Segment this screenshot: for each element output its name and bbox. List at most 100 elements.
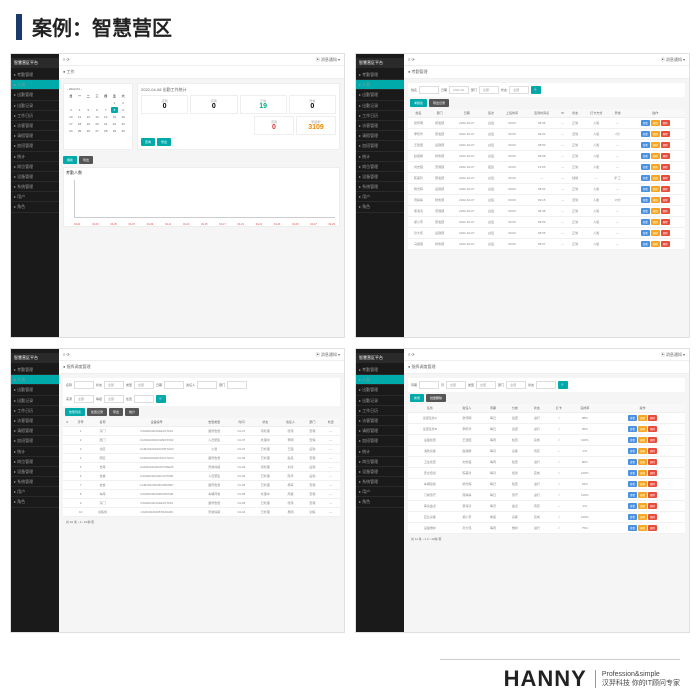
row-action[interactable]: 删除: [661, 197, 670, 203]
sidebar-item[interactable]: ▸ 访客管理: [11, 121, 59, 131]
calendar-nav[interactable]: ‹ 2022-04 ›: [67, 87, 129, 91]
row-action[interactable]: 删除: [648, 470, 657, 476]
table-row[interactable]: 郑小芳研发部2022-04-07白班09:0008:59—正常人脸—查看编辑删除: [408, 217, 685, 228]
row-action[interactable]: 编辑: [638, 481, 647, 487]
row-action[interactable]: 编辑: [638, 426, 647, 432]
sidebar-item[interactable]: ▸ 系统管理: [356, 477, 404, 487]
tab-button[interactable]: 批量删除: [426, 394, 446, 402]
table-row[interactable]: 1东门CAM20220401EAST001越界告警04-07待处理张伟安保—: [63, 427, 340, 436]
row-action[interactable]: 查看: [641, 142, 650, 148]
table-row[interactable]: 刘志强安保部2022-04-07夜班20:0019:55—正常人脸—查看编辑删除: [408, 162, 685, 173]
sidebar-item[interactable]: ▸ 请假管理: [11, 131, 59, 141]
tab-button[interactable]: 考勤表: [410, 99, 427, 107]
row-action[interactable]: 编辑: [638, 525, 647, 531]
filter-input[interactable]: 全部: [479, 86, 499, 94]
tab-button[interactable]: 新增: [410, 394, 424, 402]
table-row[interactable]: 库房盘点吴海涛每月盘点待定—0%查看编辑删除: [408, 501, 685, 512]
sidebar-item[interactable]: ▸ 访客管理: [356, 416, 404, 426]
topbar-right[interactable]: ▣ 消息通知 ▾: [316, 57, 340, 63]
table-row[interactable]: 张伟明研发部2022-04-07白班09:0008:55—正常人脸—查看编辑删除: [408, 118, 685, 129]
row-action[interactable]: 删除: [661, 186, 670, 192]
sidebar-item[interactable]: ▸ 考勤管理: [356, 365, 404, 375]
row-action[interactable]: 查看: [628, 514, 637, 520]
table-row[interactable]: 2西门CAM20220401WEST002人员聚集04-07处理中李明安保—: [63, 436, 340, 445]
sidebar-item[interactable]: ▸ 出勤记录: [11, 101, 59, 111]
table-row[interactable]: 赵丽娟财务部2022-04-07白班09:0008:58—正常人脸—查看编辑删除: [408, 151, 685, 162]
row-action[interactable]: 编辑: [651, 208, 660, 214]
row-action[interactable]: 编辑: [651, 175, 660, 181]
sidebar-item[interactable]: ▸ 用户: [356, 487, 404, 497]
row-action[interactable]: 删除: [661, 131, 670, 137]
row-action[interactable]: 查看: [628, 492, 637, 498]
sidebar-item[interactable]: ▸ 访客管理: [11, 416, 59, 426]
row-action[interactable]: 删除: [648, 448, 657, 454]
tab-button[interactable]: 统计: [125, 408, 139, 416]
row-action[interactable]: 编辑: [651, 164, 660, 170]
row-action[interactable]: 编辑: [651, 131, 660, 137]
tab-button[interactable]: 导出: [109, 408, 123, 416]
sidebar-item[interactable]: ▸ 出勤记录: [11, 396, 59, 406]
table-row[interactable]: 车辆巡检杨光辉每日检查进行√92%查看编辑删除: [408, 479, 685, 490]
row-action[interactable]: 删除: [661, 208, 670, 214]
table-row[interactable]: 应急演练郑小芳季度演练完成√100%查看编辑删除: [408, 512, 685, 523]
sidebar-item[interactable]: ▸ 考勤管理: [11, 365, 59, 375]
search-button[interactable]: 🔍: [558, 381, 568, 389]
table-row[interactable]: 周婷婷财务部2022-04-07白班09:0009:15—迟到人脸15分查看编辑…: [408, 195, 685, 206]
action-button[interactable]: 查询: [141, 138, 155, 146]
sidebar-item[interactable]: ▸ 统计: [11, 447, 59, 457]
sidebar-item[interactable]: ▸ 考勤管理: [11, 70, 59, 80]
sidebar-item[interactable]: ▸ 设备管理: [11, 467, 59, 477]
table-row[interactable]: 7宿舍CAM20220404DORM007越界告警04-05已处理杨军安保—: [63, 481, 340, 490]
topbar-left[interactable]: ≡ ⟳: [63, 57, 70, 62]
tab-button[interactable]: 处置记录: [87, 408, 107, 416]
sidebar-item[interactable]: ▸ 岗位管理: [11, 162, 59, 172]
row-action[interactable]: 查看: [628, 470, 637, 476]
filter-input[interactable]: 全部: [134, 381, 154, 389]
row-action[interactable]: 查看: [641, 175, 650, 181]
table-row[interactable]: 消防演练赵丽娟每月演练待定—0%查看编辑删除: [408, 446, 685, 457]
sidebar-item[interactable]: ▸ 加班管理: [11, 141, 59, 151]
row-action[interactable]: 编辑: [638, 503, 647, 509]
row-action[interactable]: 编辑: [638, 459, 647, 465]
row-action[interactable]: 查看: [628, 426, 637, 432]
row-action[interactable]: 删除: [648, 459, 657, 465]
sidebar-item[interactable]: ▸ 角色: [356, 497, 404, 507]
sidebar-item[interactable]: ▸ 设备管理: [11, 172, 59, 182]
sidebar-item[interactable]: ▸ 加班管理: [11, 436, 59, 446]
sidebar-item[interactable]: ▸ 岗位管理: [356, 162, 404, 172]
sidebar-item[interactable]: ▸ 统计: [11, 152, 59, 162]
sidebar-item[interactable]: ▸ 人员: [356, 375, 404, 385]
table-row[interactable]: 马丽丽财务部2022-04-07白班09:0008:57—正常人脸—查看编辑删除: [408, 239, 685, 250]
row-action[interactable]: 查看: [641, 120, 650, 126]
row-action[interactable]: 查看: [628, 437, 637, 443]
row-action[interactable]: 编辑: [638, 492, 647, 498]
table-row[interactable]: 陈美玲研发部2022-04-07白班09:00——缺勤—旷工查看编辑删除: [408, 173, 685, 184]
search-button[interactable]: 🔍: [156, 395, 166, 403]
sidebar-item[interactable]: ▸ 系统管理: [356, 182, 404, 192]
filter-input[interactable]: [227, 381, 247, 389]
sidebar-item[interactable]: ▸ 人员: [356, 80, 404, 90]
filter-input[interactable]: 全部: [74, 395, 94, 403]
row-action[interactable]: 删除: [661, 175, 670, 181]
row-action[interactable]: 删除: [648, 514, 657, 520]
sidebar-item[interactable]: ▸ 设备管理: [356, 172, 404, 182]
table-row[interactable]: 10训练场CAM20220405TRAIN09异常停留04-04已处理吴刚训练—: [63, 508, 340, 517]
table-row[interactable]: 4南区CAM20220402SOUTH04越界告警04-06已处理赵亮安保—: [63, 454, 340, 463]
row-action[interactable]: 编辑: [638, 437, 647, 443]
pagination[interactable]: 共 11 条 ‹ 1 2 › 10条/页: [408, 534, 685, 544]
action-button[interactable]: 刷新: [63, 156, 77, 164]
sidebar-item[interactable]: ▸ 出勤管理: [11, 90, 59, 100]
topbar-right[interactable]: ▣ 消息通知 ▾: [661, 352, 685, 358]
row-action[interactable]: 编辑: [638, 415, 647, 421]
sidebar-item[interactable]: ▸ 考勤管理: [356, 70, 404, 80]
row-action[interactable]: 查看: [628, 503, 637, 509]
table-row[interactable]: 王建国后勤部2022-04-07白班09:0008:50—正常人脸—查看编辑删除: [408, 140, 685, 151]
sidebar-item[interactable]: ▸ 人员: [11, 80, 59, 90]
row-action[interactable]: 编辑: [651, 219, 660, 225]
row-action[interactable]: 查看: [628, 459, 637, 465]
table-row[interactable]: 李晓华研发部2022-04-07白班09:0009:02—迟到人脸2分查看编辑删…: [408, 129, 685, 140]
table-row[interactable]: 吴海涛安保部2022-04-07白班09:0008:48—正常人脸—查看编辑删除: [408, 206, 685, 217]
filter-input[interactable]: [74, 381, 94, 389]
table-row[interactable]: 安全培训陈美玲每月培训完成√100%查看编辑删除: [408, 468, 685, 479]
sidebar-item[interactable]: ▸ 系统管理: [11, 477, 59, 487]
